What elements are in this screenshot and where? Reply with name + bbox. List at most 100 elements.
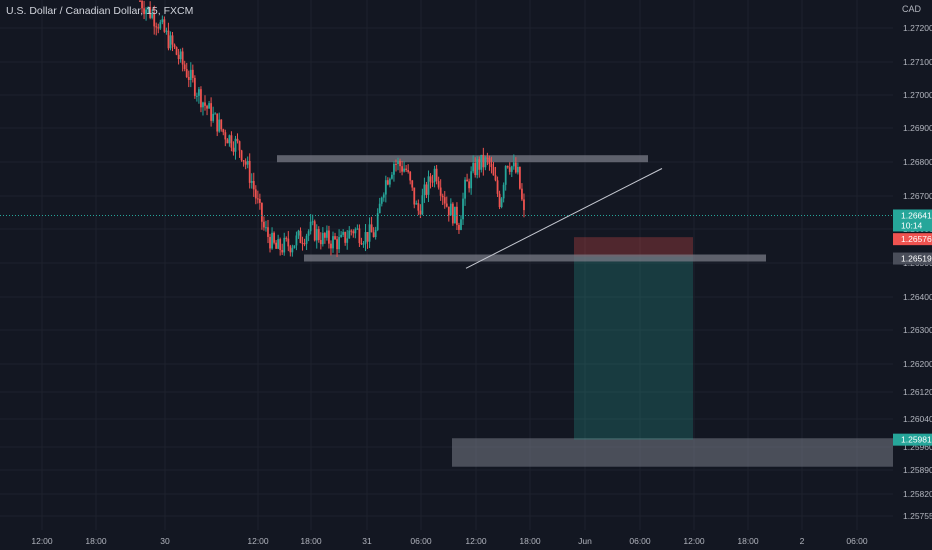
time-axis[interactable]: 12:00 18:00 30 12:00 18:00 31 06:00 12:00 18:00 J… bbox=[31, 536, 868, 546]
candle-body bbox=[492, 167, 495, 176]
candle-body bbox=[171, 35, 174, 45]
candle-body bbox=[299, 230, 302, 243]
candle-body bbox=[417, 203, 420, 211]
price-tick-label: 1.26900 bbox=[903, 123, 932, 133]
price-tick-label: 1.27000 bbox=[903, 90, 932, 100]
price-tick-label: 1.25820 bbox=[903, 489, 932, 499]
candle-body bbox=[395, 163, 397, 165]
candle-body bbox=[468, 181, 471, 189]
candle-body bbox=[419, 210, 422, 215]
candle-body bbox=[159, 22, 162, 29]
candle-body bbox=[238, 141, 241, 151]
candle-body bbox=[267, 227, 269, 237]
candle-body bbox=[177, 54, 180, 60]
candle-body bbox=[496, 180, 499, 194]
candle-body bbox=[458, 224, 460, 230]
candle-body bbox=[397, 160, 399, 164]
candle-body bbox=[216, 113, 219, 132]
candle-body bbox=[437, 181, 440, 188]
candle-body bbox=[222, 129, 225, 133]
candle-body bbox=[246, 160, 249, 165]
candle-body bbox=[204, 102, 206, 106]
candle-body bbox=[275, 242, 278, 249]
candle-body bbox=[510, 166, 513, 172]
candle-body bbox=[411, 180, 414, 188]
candle-body bbox=[198, 89, 200, 96]
time-tick-label: 18:00 bbox=[85, 536, 107, 546]
candle-body bbox=[447, 206, 450, 216]
candle-body bbox=[273, 232, 275, 243]
target-zone[interactable] bbox=[452, 438, 893, 467]
candle-body bbox=[269, 236, 271, 249]
countdown-text: 10:14 bbox=[901, 220, 923, 230]
time-tick-label: Jun bbox=[578, 536, 592, 546]
candle-body bbox=[202, 102, 204, 108]
time-tick-label: 12:00 bbox=[247, 536, 269, 546]
price-axis[interactable]: 1.27200 1.27100 1.27000 1.26900 1.26800 1.267… bbox=[893, 0, 932, 550]
candle-body bbox=[516, 166, 519, 173]
candle-body bbox=[372, 232, 375, 238]
candle-body bbox=[260, 202, 263, 222]
candle-body bbox=[220, 119, 223, 130]
candle-body bbox=[291, 248, 294, 253]
candle-body bbox=[151, 13, 154, 18]
entry-label bbox=[893, 252, 932, 265]
candle-body bbox=[332, 236, 334, 249]
candle-body bbox=[401, 166, 403, 172]
candle-body bbox=[482, 154, 485, 168]
time-tick-label: 18:00 bbox=[519, 536, 541, 546]
candle-body bbox=[214, 113, 217, 115]
candle-body bbox=[352, 231, 355, 234]
last-price-label bbox=[893, 209, 932, 232]
candle-body bbox=[356, 228, 359, 230]
take-profit-zone[interactable] bbox=[574, 256, 693, 440]
price-tick-label: 1.27200 bbox=[903, 23, 932, 33]
candle-body bbox=[366, 232, 369, 242]
resistance-zone[interactable] bbox=[277, 155, 648, 163]
price-tick-label: 1.26400 bbox=[903, 292, 932, 302]
candle-body bbox=[462, 198, 464, 220]
candle-body bbox=[155, 26, 158, 28]
support-zone[interactable] bbox=[304, 254, 766, 262]
candle-body bbox=[183, 64, 186, 70]
time-tick-label: 12:00 bbox=[31, 536, 53, 546]
candle-body bbox=[173, 44, 176, 48]
candle-body bbox=[376, 213, 379, 230]
price-tick-label: 1.26700 bbox=[903, 191, 932, 201]
candle-body bbox=[230, 135, 233, 148]
candle-body bbox=[236, 138, 239, 142]
candle-body bbox=[185, 69, 188, 77]
candle-body bbox=[348, 230, 351, 239]
candle-body bbox=[228, 135, 231, 144]
candle-body bbox=[350, 230, 353, 232]
candle-body bbox=[297, 230, 300, 236]
candle-body bbox=[449, 203, 452, 216]
candle-body bbox=[486, 157, 489, 159]
candle-body bbox=[169, 35, 172, 49]
trendline[interactable] bbox=[465, 168, 663, 269]
candles bbox=[139, 0, 525, 258]
candle-body bbox=[433, 168, 436, 183]
time-tick-label: 12:00 bbox=[683, 536, 705, 546]
candle-body bbox=[234, 138, 237, 152]
stop-loss-zone[interactable] bbox=[574, 237, 693, 257]
candle-body bbox=[498, 193, 501, 208]
time-tick-label: 12:00 bbox=[465, 536, 487, 546]
time-tick-label: 2 bbox=[800, 536, 805, 546]
target-label-text: 1.25981 bbox=[901, 435, 932, 445]
candle-body bbox=[163, 19, 166, 32]
candle-body bbox=[514, 162, 517, 173]
candle-body bbox=[258, 198, 261, 203]
candle-body bbox=[200, 89, 202, 108]
candle-body bbox=[393, 163, 395, 175]
candle-body bbox=[271, 232, 273, 249]
candle-body bbox=[277, 239, 280, 249]
candle-body bbox=[161, 19, 164, 23]
candle-body bbox=[407, 170, 410, 172]
candle-body bbox=[336, 239, 338, 250]
candle-body bbox=[346, 238, 349, 243]
candle-body bbox=[429, 176, 432, 182]
candle-body bbox=[232, 147, 235, 152]
